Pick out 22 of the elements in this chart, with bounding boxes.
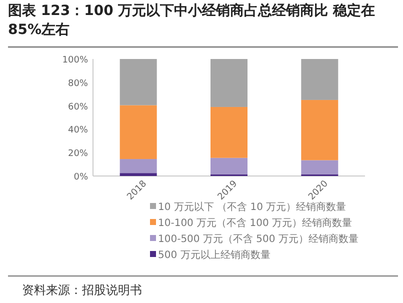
bar [120,59,157,106]
legend-label: 10-100 万元（不含 100 万元）经销商数量 [158,217,352,229]
y-tick-label: 40% [68,126,88,136]
bar [210,158,248,174]
y-tick-label: 0% [74,172,88,182]
bar [301,59,338,100]
bar [120,173,157,176]
bar [120,105,157,160]
y-tick-label: 80% [68,78,88,89]
text: 资料来源：招股说明书 [22,283,142,297]
y-tick-label: 100% [62,56,88,66]
legend-label: 100-500 万元（不含 500 万元）经销商数量 [158,233,358,245]
bar [120,159,157,174]
bar [210,106,248,158]
bar [301,160,338,174]
bar [210,59,248,107]
y-tick-label: 60% [68,102,88,112]
bar [301,100,338,160]
chart-title: 图表 123：100 万元以下中小经销商占总经销商比 稳定在 85%左右 [8,2,376,40]
y-tick-label: 20% [68,149,88,160]
legend-label: 10 万元以下 （不含 10 万元）经销商数量 [158,201,346,213]
legend-label: 500 万元以上经销商数量 [158,249,270,261]
